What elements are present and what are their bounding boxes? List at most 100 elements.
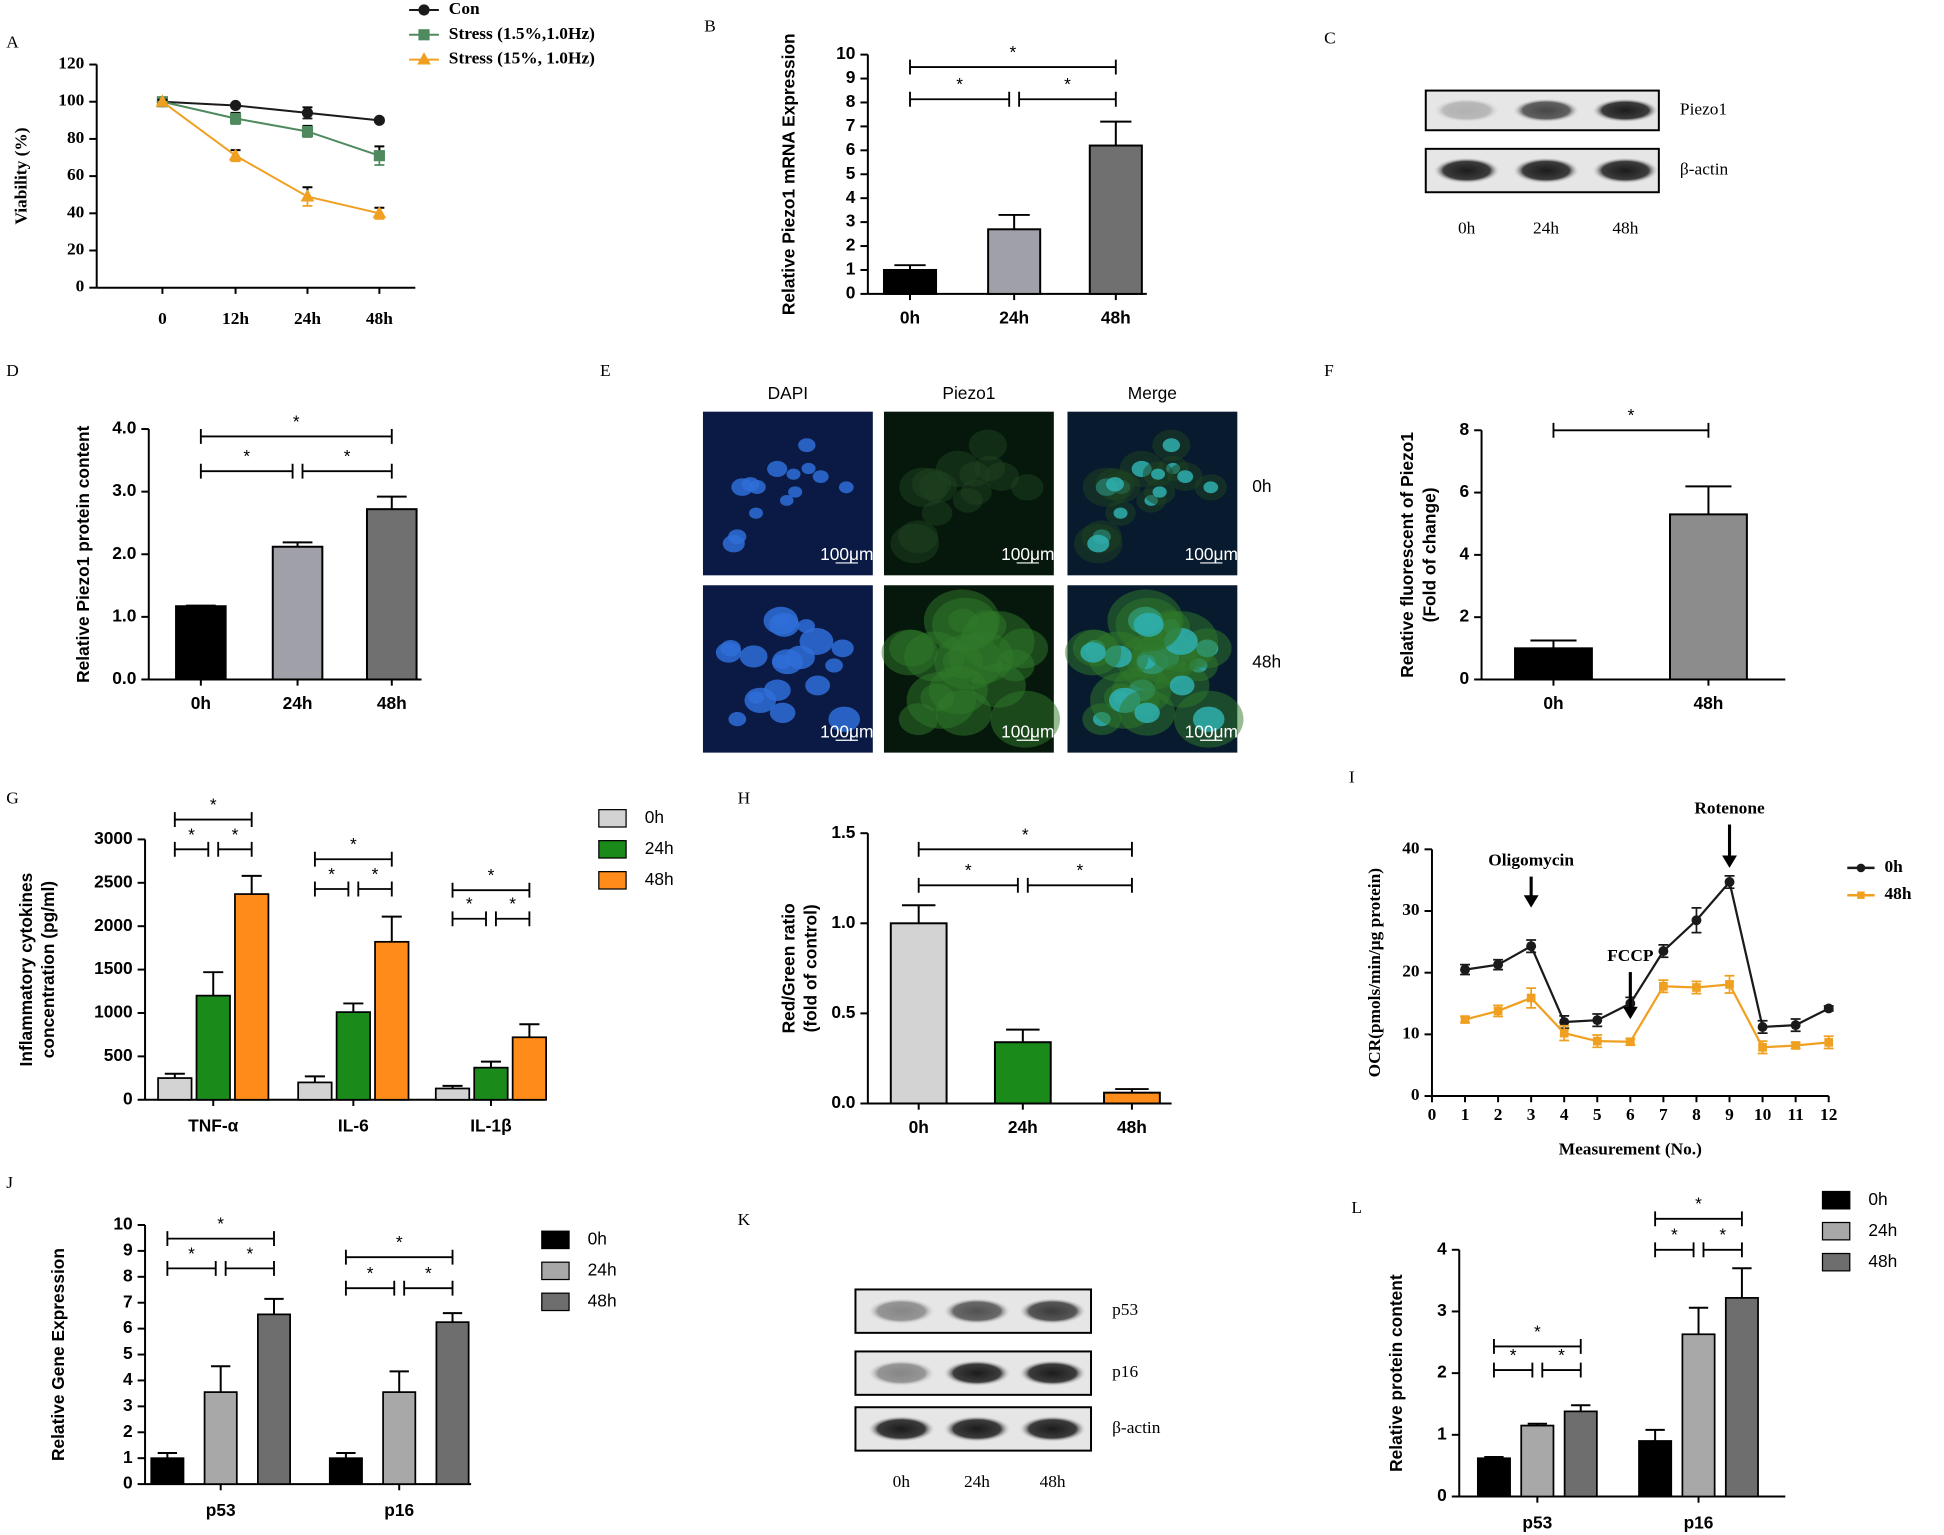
y-tick-label: 0 [123,1088,133,1108]
significance-bracket [301,463,393,479]
legend-label: Con [449,0,480,18]
significance-bracket [909,91,1011,107]
nucleus [769,612,800,637]
significance-bracket [451,882,531,898]
x-axis-label: Measurement (No.) [1559,1140,1702,1159]
y-tick-label: 2500 [94,871,133,891]
legend-swatch [598,840,627,859]
marker [1724,877,1735,887]
marker [1592,1036,1602,1046]
y-tick-label: 1 [1437,1423,1447,1443]
y-axis-label: Relative protein content [1386,1274,1406,1472]
bar [1669,513,1748,681]
nucleus [749,507,764,519]
nucleus [1134,702,1160,723]
y-tick-label: 0 [1437,1485,1447,1505]
marker [1790,1020,1801,1031]
band-label: p53 [1112,1300,1138,1319]
significance-label: * [425,1263,432,1283]
x-tick-label: 0h [900,307,920,327]
y-tick-label: 20 [1402,962,1420,981]
nucleus [1113,507,1128,519]
y-axis-label: Red/Green ratio [778,903,798,1033]
y-tick-label: 1 [123,1447,133,1467]
legend-swatch [1821,1190,1851,1210]
significance-bracket [1702,1242,1743,1258]
significance-bracket [173,841,210,857]
significance-bracket [1493,1339,1582,1354]
y-axis-label: Relative Gene Expression [48,1248,68,1461]
nucleus [722,534,745,553]
y-tick-label: 10 [1402,1023,1420,1042]
nucleus [786,468,801,480]
x-tick-label: 0h [1543,693,1563,713]
x-tick-label: 0h [191,693,211,713]
significance-label: * [188,1243,195,1263]
significance-label: * [367,1263,374,1283]
bar [297,1081,333,1101]
y-tick-label: 1.5 [831,822,855,842]
significance-label: * [217,1214,224,1234]
y-tick-label: 40 [67,202,85,221]
legend-label: 48h [1868,1251,1897,1271]
significance-label: * [1010,42,1017,62]
y-tick-label: 6 [1460,481,1470,501]
panel-label: J [6,1173,13,1192]
bar [175,605,227,681]
legend-label: 0h [1868,1189,1887,1209]
x-tick-label: p53 [1522,1512,1552,1532]
cell [960,479,992,505]
cell [921,500,953,526]
cell [959,461,990,487]
marker [1625,1037,1635,1047]
nucleus [801,462,816,475]
error-bar [519,1023,540,1038]
nucleus [828,706,861,732]
blot-band [943,1360,1011,1387]
significance-label: * [188,824,195,844]
x-tick-label: p16 [1684,1512,1714,1532]
x-tick-label: 12h [222,309,249,328]
bar [434,1087,471,1101]
error-bar [376,495,407,510]
column-label: DAPI [768,383,808,403]
significance-label: * [1534,1321,1541,1341]
significance-bracket [494,911,531,927]
significance-bracket [1654,1211,1743,1227]
legend-label: 24h [1868,1220,1897,1240]
x-tick-label: 11 [1787,1105,1803,1124]
series-line [162,100,380,122]
significance-bracket [1654,1242,1695,1258]
nucleus [1177,470,1194,483]
cell [968,429,1007,461]
nucleus [772,654,792,670]
nucleus [779,495,794,506]
blot-band [943,1415,1011,1442]
marker [1526,941,1537,952]
y-tick-label: 4 [846,187,856,207]
nucleus [1133,612,1164,637]
panel-label: L [1351,1198,1362,1217]
panel-label: G [6,789,19,808]
bar [1681,1333,1716,1498]
legend-swatch [1821,1221,1851,1241]
x-tick-label: 2 [1494,1105,1503,1124]
lane-label: 48h [1612,218,1638,237]
nucleus [798,438,816,453]
series-line [161,100,380,215]
nucleus [1080,642,1106,663]
cell [881,629,938,676]
legend-label: Stress (1.5%,1.0Hz) [449,24,595,43]
marker [1823,1003,1834,1014]
column-label: Piezo1 [942,383,995,403]
band-label: β-actin [1680,160,1729,179]
significance-bracket [313,851,393,867]
y-tick-label: 6 [123,1317,133,1337]
bar [1476,1457,1511,1498]
y-tick-label: 500 [104,1045,133,1065]
marker [1791,1041,1800,1050]
panel-label: B [704,16,716,35]
significance-label: * [372,864,379,884]
x-tick-label: 48h [1693,693,1723,713]
bar [150,1457,185,1485]
